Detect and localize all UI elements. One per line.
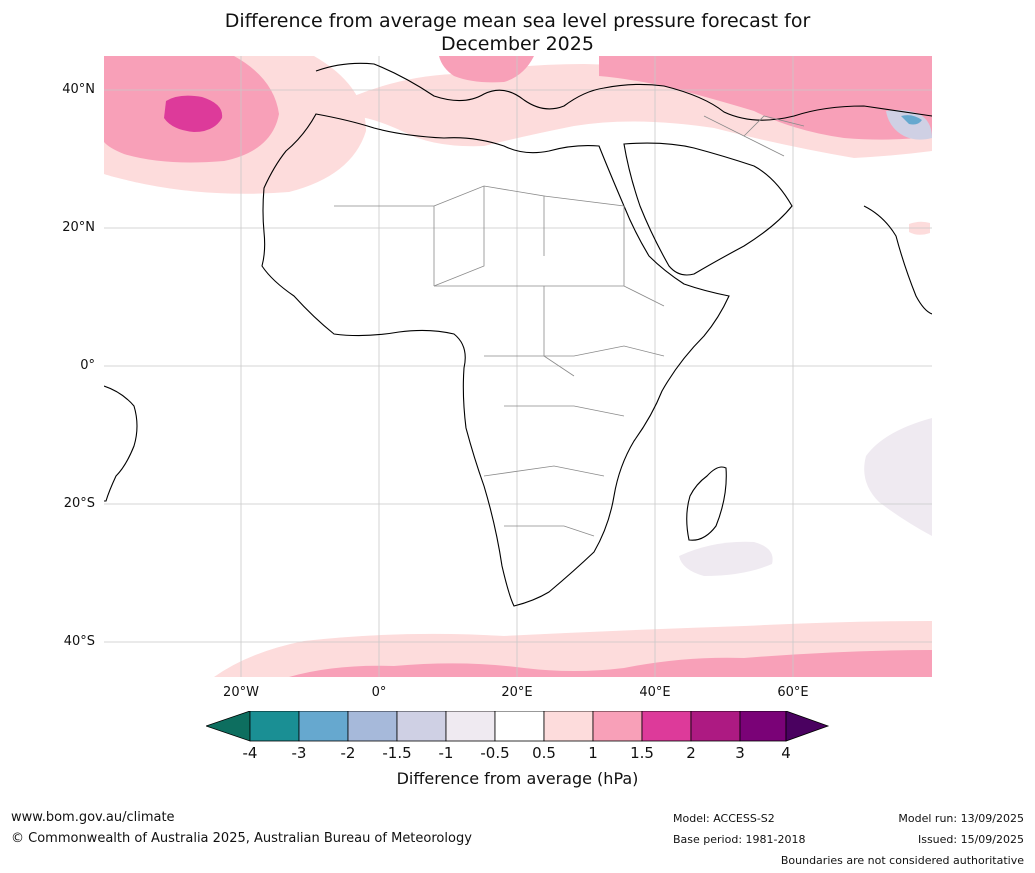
colorbar-over-arrow	[785, 711, 830, 742]
anomaly-region-negative-indian-ocean	[864, 418, 932, 536]
coast-south-america	[104, 385, 138, 502]
title-line-1: Difference from average mean sea level p…	[224, 10, 811, 32]
lat-label-0: 0°	[80, 358, 95, 373]
country-borders	[334, 115, 805, 537]
footer-base-period: Base period: 1981-2018	[673, 833, 806, 846]
colorbar-tick: 0.5	[532, 744, 556, 762]
colorbar-under-arrow	[206, 711, 251, 742]
colorbar-tick: -1	[438, 744, 454, 762]
colorbar-bin-6	[494, 711, 545, 742]
lat-label-40n: 40°N	[62, 82, 95, 97]
coast-africa	[261, 113, 730, 607]
colorbar-bin-8	[592, 711, 643, 742]
colorbar-bin-9	[641, 711, 692, 742]
lon-label-20e: 20°E	[501, 685, 533, 700]
colorbar-tick: 2	[686, 744, 696, 762]
colorbar-tick: 3	[735, 744, 745, 762]
colorbar-bin-3	[347, 711, 398, 742]
lon-label-0: 0°	[371, 685, 387, 700]
lat-label-20n: 20°N	[62, 220, 95, 235]
colorbar	[206, 711, 830, 742]
footer-issued: Issued: 15/09/2025	[917, 833, 1024, 846]
colorbar-bin-4	[396, 711, 447, 742]
map-panel	[104, 56, 932, 677]
colorbar-tick: -3	[291, 744, 307, 762]
coast-india	[863, 205, 932, 315]
colorbar-tick: 4	[781, 744, 791, 762]
lat-label-40s: 40°S	[63, 634, 95, 649]
map-canvas	[104, 56, 932, 677]
map-title: Difference from average mean sea level p…	[0, 10, 1035, 56]
colorbar-bin-7	[543, 711, 594, 742]
map-gridlines	[104, 56, 932, 677]
footer-model: Model: ACCESS-S2	[673, 812, 775, 825]
colorbar-bin-2	[298, 711, 349, 742]
footer-copyright: © Commonwealth of Australia 2025, Austra…	[11, 831, 472, 846]
lon-label-40e: 40°E	[639, 685, 671, 700]
coastlines	[104, 62, 932, 607]
coast-madagascar	[686, 466, 727, 541]
anomaly-region-1-italy	[439, 56, 534, 83]
lat-label-20s: 20°S	[63, 496, 95, 511]
anomaly-region-1p5-north-atlantic	[164, 95, 223, 132]
anomaly-region-1-southern-ocean	[289, 650, 932, 677]
title-line-2: December 2025	[441, 33, 594, 55]
coast-arabia	[623, 142, 793, 276]
colorbar-bin-5	[445, 711, 496, 742]
anomaly-region-negative-south-madagascar	[679, 541, 773, 576]
anomaly-region-negative-himalaya	[886, 110, 932, 140]
colorbar-label: Difference from average (hPa)	[396, 769, 639, 788]
colorbar-tick: 1	[588, 744, 598, 762]
coast-europe	[315, 62, 932, 121]
colorbar-bin-10	[690, 711, 741, 742]
colorbar-tick: -1.5	[382, 744, 412, 762]
colorbar-tick: -0.5	[480, 744, 510, 762]
footer-model-run: Model run: 13/09/2025	[898, 812, 1024, 825]
anomaly-region-1-europe	[599, 56, 932, 140]
colorbar-tick: -4	[242, 744, 258, 762]
colorbar-bin-1	[249, 711, 300, 742]
footer-website: www.bom.gov.au/climate	[11, 810, 175, 825]
colorbar-tick: 1.5	[630, 744, 654, 762]
footer-disclaimer: Boundaries are not considered authoritat…	[780, 854, 1024, 867]
lon-label-60e: 60°E	[777, 685, 809, 700]
colorbar-bin-11	[739, 711, 787, 742]
colorbar-tick: -2	[340, 744, 356, 762]
lon-label-20w: 20°W	[223, 685, 259, 700]
anomaly-region-negative-himalaya-core	[901, 115, 922, 125]
